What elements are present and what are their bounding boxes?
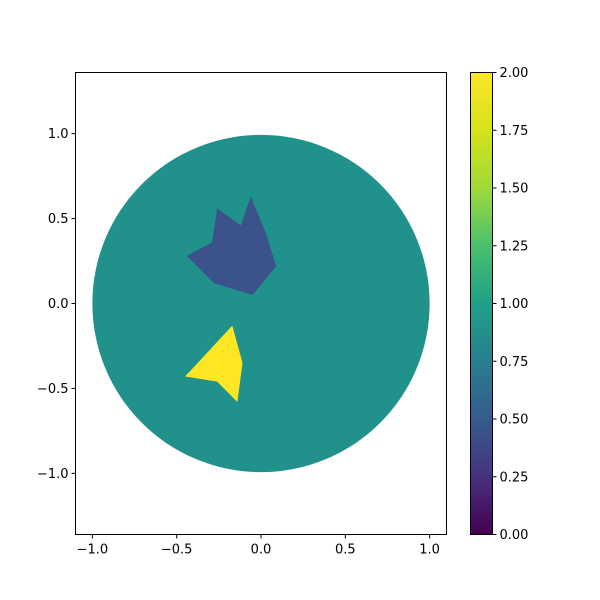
x-axis: −1.0 −0.5 0.0 0.5 1.0 (77, 534, 440, 558)
colorbar-tick-label: 1.75 (500, 124, 529, 139)
x-tick-label: 0.0 (251, 543, 272, 558)
colorbar-tick-label: 0.25 (500, 470, 529, 485)
region-high-value (185, 325, 243, 402)
y-tick-label: 0.5 (48, 212, 69, 227)
colorbar-tick-label: 0.50 (500, 413, 529, 428)
plot-area (75, 72, 447, 535)
colorbar-tick-label: 0.75 (500, 355, 529, 370)
colorbar-gradient (470, 72, 493, 534)
region-disk (92, 134, 430, 473)
colorbar-tick-label: 1.25 (500, 239, 529, 254)
colorbar-tick-label: 0.00 (500, 528, 529, 543)
x-tick-label: −1.0 (77, 543, 109, 558)
x-tick-label: 1.0 (419, 543, 440, 558)
colorbar-tick-label: 2.00 (500, 66, 529, 81)
colorbar-ticks: 0.00 0.25 0.50 0.75 1.00 1.25 1.50 1.75 2.00 (492, 66, 529, 543)
region-low-value (186, 196, 277, 295)
x-tick-label: 0.5 (335, 543, 356, 558)
colorbar-tick-label: 1.00 (500, 297, 529, 312)
y-tick-label: 1.0 (48, 127, 69, 142)
colorbar-tick-label: 1.50 (500, 182, 529, 197)
y-tick-label: 0.0 (48, 297, 69, 312)
y-axis: −1.0 −0.5 0.0 0.5 1.0 (37, 127, 76, 482)
colorbar: 0.00 0.25 0.50 0.75 1.00 1.25 1.50 1.75 2.00 (470, 66, 528, 543)
x-tick-label: −0.5 (161, 543, 193, 558)
y-tick-label: −1.0 (37, 467, 69, 482)
y-tick-label: −0.5 (37, 382, 69, 397)
